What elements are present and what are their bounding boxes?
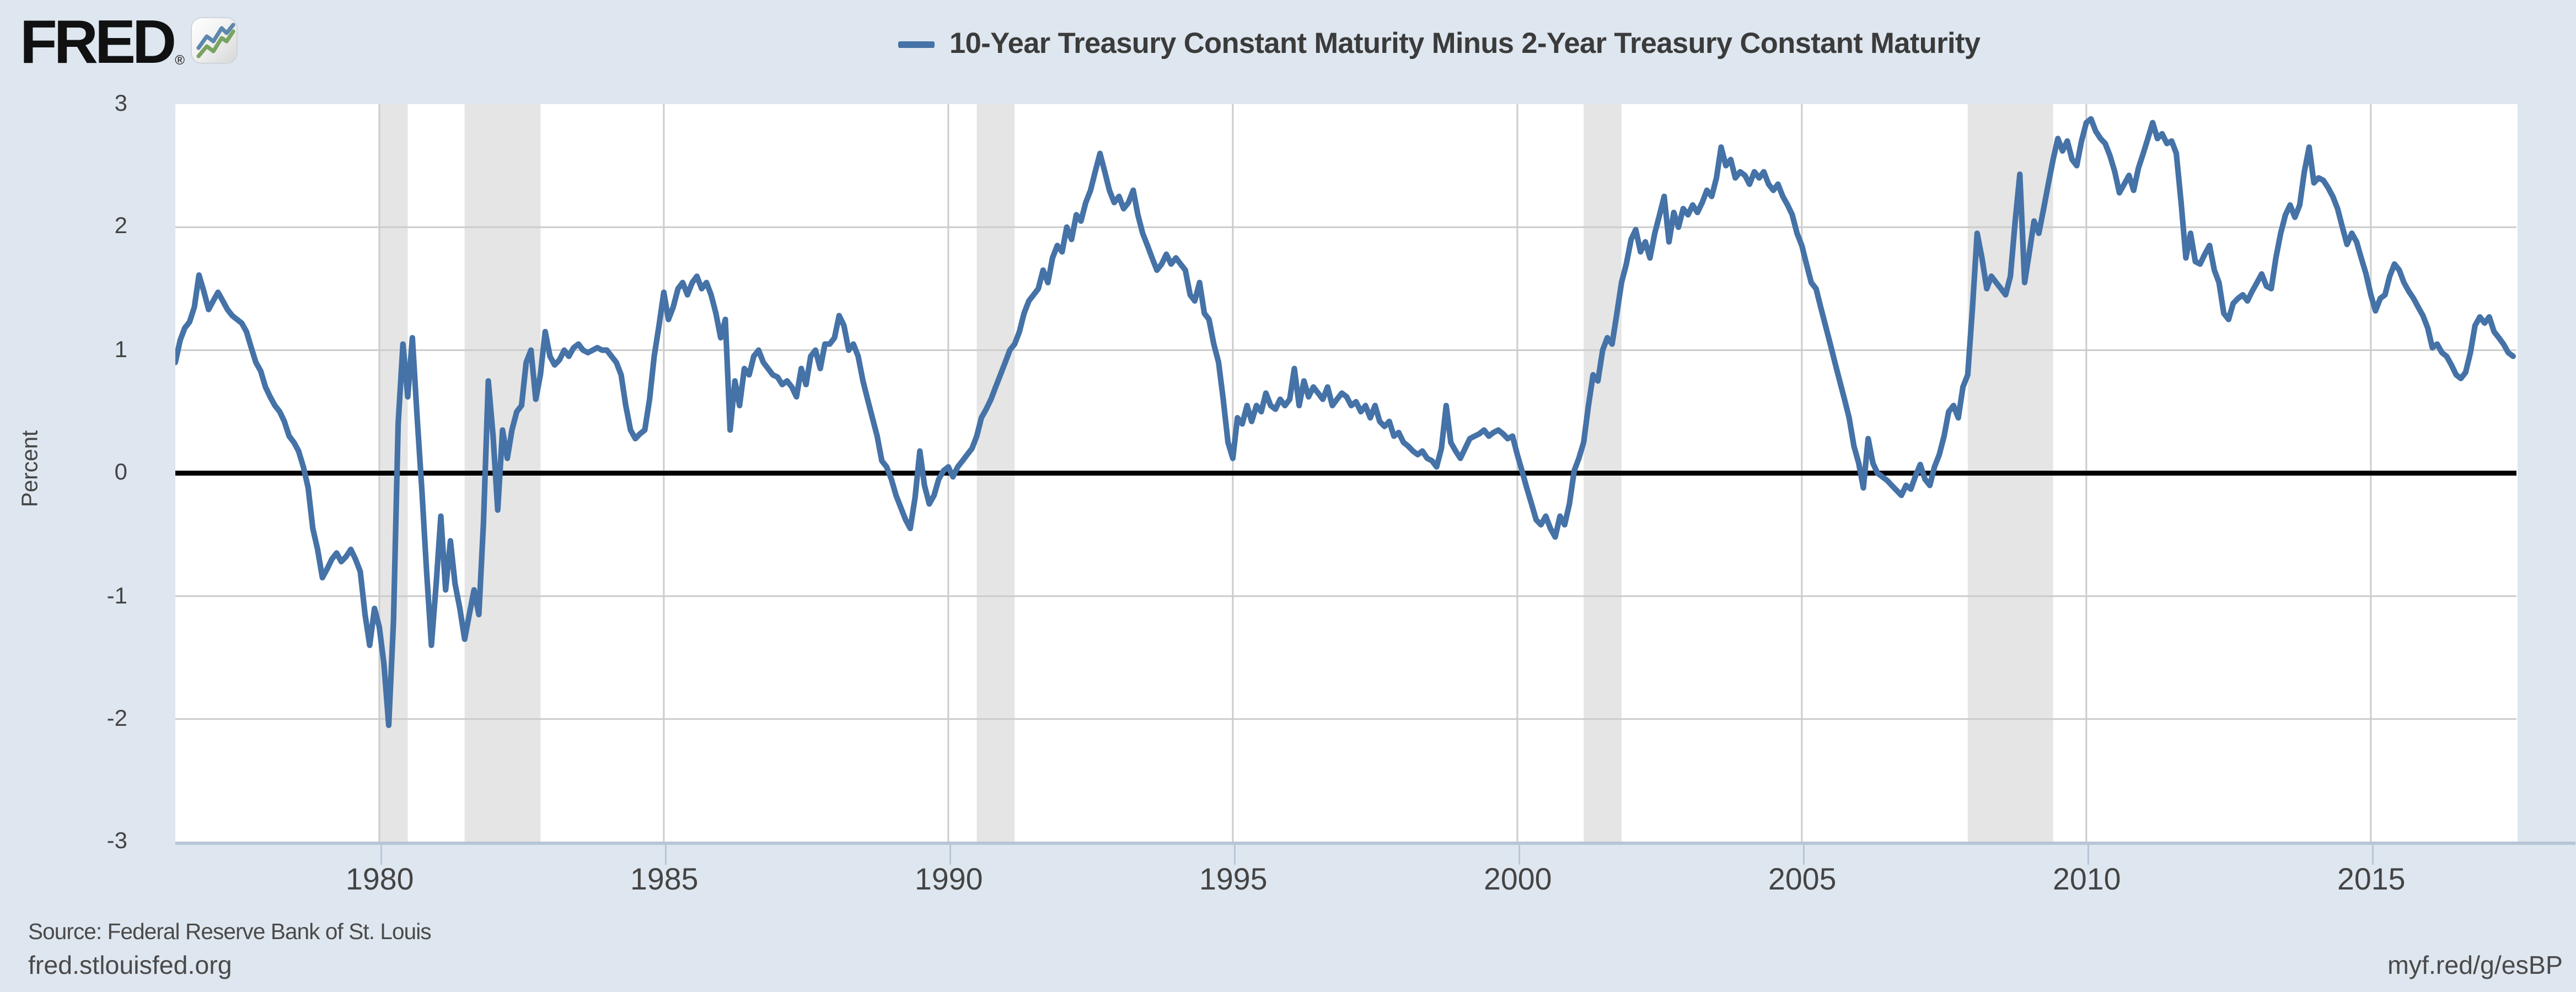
y-tick-label: 1 [114,335,127,362]
legend: 10-Year Treasury Constant Maturity Minus… [898,26,1981,61]
x-tick-label: 1985 [630,861,699,896]
x-tick-mark [2371,843,2374,865]
x-tick-label: 2015 [2337,861,2406,896]
fred-logo-chart-icon [191,18,236,63]
y-tick-label: -3 [106,827,127,854]
data-line [175,116,2516,729]
y-tick-label: -1 [106,581,127,608]
line-chart[interactable] [175,104,2517,842]
fred-site-link[interactable]: fred.stlouisfed.org [28,952,232,980]
x-tick-mark [1517,843,1520,865]
plot-area[interactable] [175,104,2517,842]
fred-logo-text: FRED [20,8,176,76]
legend-series-label[interactable]: 10-Year Treasury Constant Maturity Minus… [949,26,1981,60]
x-tick-mark [1802,843,1805,865]
x-axis-line [175,842,2576,845]
fred-logo[interactable]: FRED ® [20,8,236,76]
x-tick-mark [664,843,667,865]
y-tick-label: 3 [114,89,127,116]
y-tick-label: 2 [114,212,127,239]
source-note: Source: Federal Reserve Bank of St. Loui… [28,919,432,944]
short-url-link[interactable]: myf.red/g/esBP [2387,952,2563,980]
x-tick-mark [1233,843,1236,865]
x-tick-mark [948,843,951,865]
x-tick-label: 1990 [915,861,983,896]
x-tick-label: 2010 [2053,861,2121,896]
y-tick-label: -2 [106,704,127,731]
x-tick-label: 1980 [346,861,414,896]
x-tick-mark [2086,843,2089,865]
legend-line-swatch [898,40,935,47]
y-tick-label: 0 [114,458,127,485]
registered-trademark-symbol: ® [175,53,185,68]
x-tick-label: 2005 [1768,861,1837,896]
x-tick-label: 1995 [1199,861,1268,896]
x-tick-mark [379,843,382,865]
x-tick-label: 2000 [1484,861,1552,896]
